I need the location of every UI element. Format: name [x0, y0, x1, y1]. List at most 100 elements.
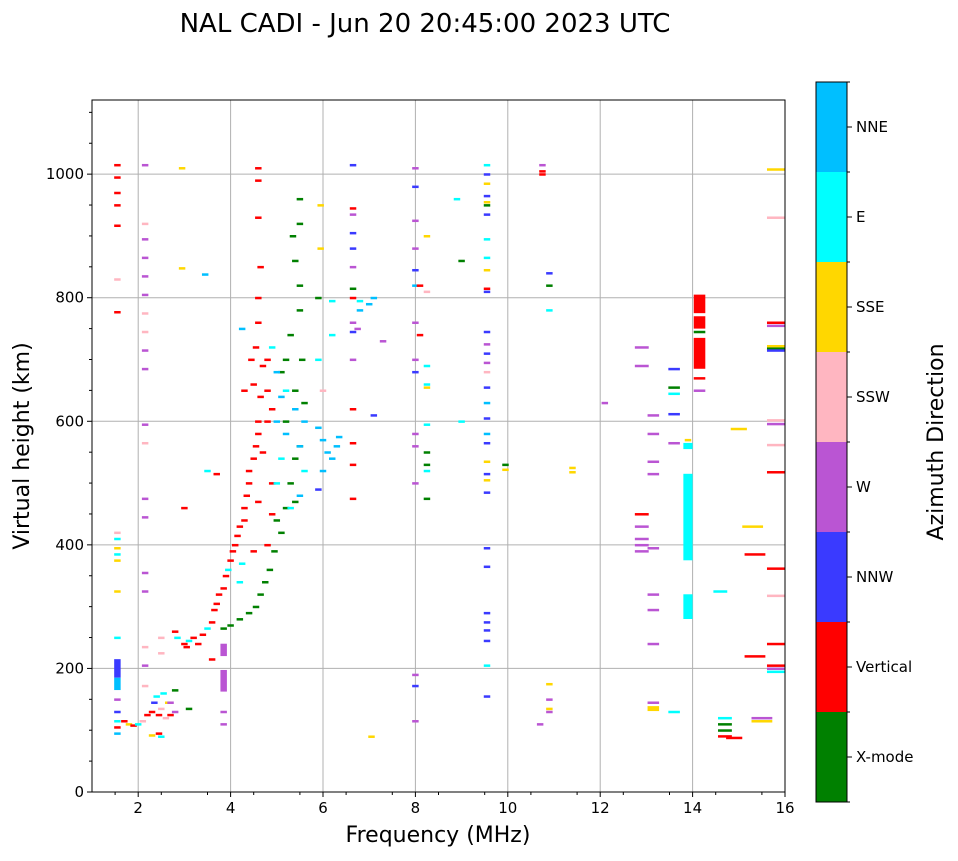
- echo-point-e: [766, 670, 785, 674]
- echo-point-nnw: [349, 247, 357, 250]
- echo-point-vertical: [148, 710, 156, 714]
- echo-point-vertical: [234, 534, 241, 538]
- echo-point-vertical: [634, 513, 649, 516]
- echo-point-x-mode: [298, 358, 306, 362]
- echo-point-ssw: [141, 222, 149, 226]
- echo-point-x-mode: [292, 389, 299, 392]
- colorbar-segment-x-mode: [816, 712, 847, 802]
- colorbar-segment-ssw: [816, 352, 847, 442]
- echo-point-w: [349, 265, 357, 269]
- echo-point-vertical: [255, 167, 262, 170]
- echo-point-nnw: [668, 412, 680, 416]
- echo-point-nne: [324, 451, 331, 454]
- echo-point-w: [647, 642, 660, 646]
- colorbar-tick-label: E: [856, 208, 865, 226]
- echo-point-e: [423, 383, 431, 386]
- echo-point-sse: [647, 706, 660, 712]
- x-tick-label: 14: [683, 799, 702, 817]
- echo-point-nne: [273, 370, 281, 374]
- chart-title: NAL CADI - Jun 20 20:45:00 2023 UTC: [180, 9, 671, 39]
- echo-point-vertical: [255, 296, 262, 300]
- echo-point-ssw: [114, 531, 121, 535]
- y-tick-label: 200: [55, 659, 84, 677]
- y-tick-label: 400: [55, 536, 84, 554]
- echo-point-vertical: [766, 567, 785, 570]
- echo-point-x-mode: [292, 500, 299, 504]
- echo-point-vertical: [241, 389, 248, 392]
- echo-point-nnw: [114, 710, 121, 714]
- echo-point-vertical: [227, 559, 234, 562]
- echo-point-nne: [296, 494, 304, 498]
- echo-point-sse: [766, 344, 785, 348]
- echo-point-nne: [412, 284, 419, 287]
- echo-point-vertical: [229, 550, 237, 553]
- echo-point-x-mode: [349, 287, 357, 291]
- echo-point-sse: [742, 525, 764, 528]
- echo-point-vertical: [255, 500, 262, 504]
- echo-point-w: [412, 432, 419, 436]
- echo-point-nne: [365, 302, 373, 306]
- echo-point-w: [412, 358, 419, 362]
- echo-point-nnw: [483, 621, 491, 624]
- echo-point-vertical: [167, 713, 174, 717]
- echo-point-w: [546, 710, 553, 714]
- echo-point-vertical: [121, 720, 128, 723]
- echo-point-ssw: [766, 216, 785, 219]
- echo-point-x-mode: [423, 463, 431, 467]
- echo-point-ssw: [483, 370, 491, 374]
- echo-point-vertical: [349, 296, 357, 300]
- echo-point-nnw: [114, 659, 121, 678]
- echo-point-vertical: [208, 621, 216, 624]
- echo-point-vertical: [539, 170, 546, 173]
- echo-point-e: [546, 309, 553, 312]
- echo-point-x-mode: [266, 568, 274, 572]
- echo-point-vertical: [114, 204, 121, 207]
- echo-point-w: [634, 346, 649, 349]
- echo-point-vertical: [744, 553, 766, 556]
- echo-point-x-mode: [668, 386, 680, 389]
- echo-point-nne: [301, 420, 308, 423]
- echo-point-sse: [178, 267, 186, 270]
- echo-point-e: [713, 590, 728, 593]
- echo-point-x-mode: [278, 370, 285, 374]
- colorbar-tick-label: NNE: [856, 118, 888, 136]
- echo-point-x-mode: [315, 296, 322, 300]
- echo-point-nnw: [668, 367, 680, 371]
- echo-point-vertical: [416, 333, 424, 337]
- echo-point-w: [647, 608, 660, 612]
- echo-point-w: [546, 698, 553, 701]
- y-tick-label: 0: [74, 783, 84, 801]
- echo-point-vertical: [349, 408, 357, 411]
- echo-point-ssw: [162, 716, 170, 720]
- echo-point-nne: [296, 445, 304, 448]
- echo-point-x-mode: [282, 358, 290, 362]
- echo-point-vertical: [241, 519, 248, 522]
- echo-point-nne: [201, 273, 209, 276]
- colorbar-tick-label: SSW: [856, 388, 890, 406]
- echo-point-vertical: [766, 321, 785, 325]
- echo-point-nnw: [483, 173, 491, 176]
- echo-point-w: [141, 163, 149, 167]
- echo-point-nnw: [483, 639, 491, 643]
- echo-point-x-mode: [296, 197, 304, 201]
- echo-point-e: [236, 581, 244, 584]
- echo-point-w: [220, 723, 227, 726]
- echo-point-vertical: [718, 735, 732, 738]
- echo-point-w: [483, 361, 491, 365]
- echo-point-x-mode: [546, 284, 553, 287]
- echo-point-e: [185, 639, 193, 643]
- colorbar-segment-vertical: [816, 622, 847, 712]
- echo-point-ssw: [141, 684, 149, 688]
- echo-point-sse: [148, 734, 156, 737]
- echo-point-vertical: [257, 265, 264, 269]
- echo-point-ssw: [766, 419, 785, 422]
- echo-point-x-mode: [273, 519, 281, 522]
- echo-point-w: [412, 482, 419, 485]
- echo-point-sse: [483, 182, 491, 185]
- echo-point-vertical: [257, 395, 264, 399]
- echo-point-nnw: [483, 565, 491, 569]
- echo-point-sse: [483, 201, 491, 204]
- echo-point-nnw: [151, 701, 158, 704]
- echo-point-vertical: [222, 574, 230, 578]
- echo-point-e: [315, 358, 322, 362]
